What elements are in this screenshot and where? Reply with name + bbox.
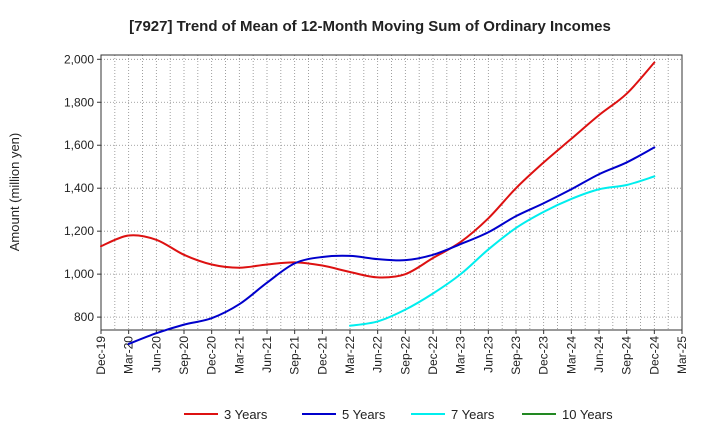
y-tick-labels: 800 1,000 1,200 1,400 1,600 1,800 2,000 — [64, 52, 101, 324]
x-tick-label: Mar-21 — [232, 336, 246, 374]
x-tick-label: Jun-24 — [592, 336, 606, 373]
x-tick-label: Mar-22 — [343, 336, 357, 374]
x-tick-label: Sep-24 — [620, 336, 634, 375]
series-line-5-years — [127, 146, 656, 345]
y-tick-label: 2,000 — [64, 52, 94, 66]
legend-label-3-years: 3 Years — [224, 407, 268, 422]
legend-label-10-years: 10 Years — [562, 407, 613, 422]
x-tick-label: Jun-22 — [371, 336, 385, 373]
x-tick-label: Dec-19 — [94, 336, 108, 375]
y-axis-label: Amount (million yen) — [7, 133, 22, 252]
x-tick-label: Mar-23 — [454, 336, 468, 374]
y-tick-label: 1,400 — [64, 181, 94, 195]
x-tick-label: Sep-20 — [177, 336, 191, 375]
x-tick-label: Sep-23 — [509, 336, 523, 375]
y-tick-label: 1,200 — [64, 224, 94, 238]
x-tick-labels: Dec-19 Mar-20 Jun-20 Sep-20 Dec-20 Mar-21 Jun-… — [94, 330, 689, 375]
legend: 3 Years 5 Years 7 Years 10 Years — [184, 407, 613, 422]
series-line-3-years — [100, 61, 656, 279]
y-tick-label: 800 — [74, 310, 94, 324]
x-tick-label: Mar-20 — [122, 336, 136, 374]
series-line-7-years — [349, 175, 656, 327]
legend-label-7-years: 7 Years — [451, 407, 495, 422]
x-tick-label: Jun-21 — [260, 336, 274, 373]
grid-lines — [100, 55, 683, 330]
x-tick-label: Dec-22 — [426, 336, 440, 375]
legend-label-5-years: 5 Years — [342, 407, 386, 422]
x-tick-label: Jun-23 — [481, 336, 495, 373]
x-tick-label: Dec-21 — [315, 336, 329, 375]
x-tick-label: Dec-24 — [647, 336, 661, 375]
y-tick-label: 1,600 — [64, 138, 94, 152]
x-tick-label: Mar-24 — [564, 336, 578, 374]
y-tick-label: 1,800 — [64, 95, 94, 109]
series-lines — [100, 61, 656, 345]
x-tick-label: Mar-25 — [675, 336, 689, 374]
chart-title: [7927] Trend of Mean of 12-Month Moving … — [129, 18, 611, 35]
x-tick-label: Dec-23 — [537, 336, 551, 375]
y-tick-label: 1,000 — [64, 267, 94, 281]
x-tick-label: Sep-21 — [288, 336, 302, 375]
x-tick-label: Jun-20 — [149, 336, 163, 373]
x-tick-label: Sep-22 — [398, 336, 412, 375]
x-tick-label: Dec-20 — [205, 336, 219, 375]
plot-frame — [100, 54, 683, 331]
